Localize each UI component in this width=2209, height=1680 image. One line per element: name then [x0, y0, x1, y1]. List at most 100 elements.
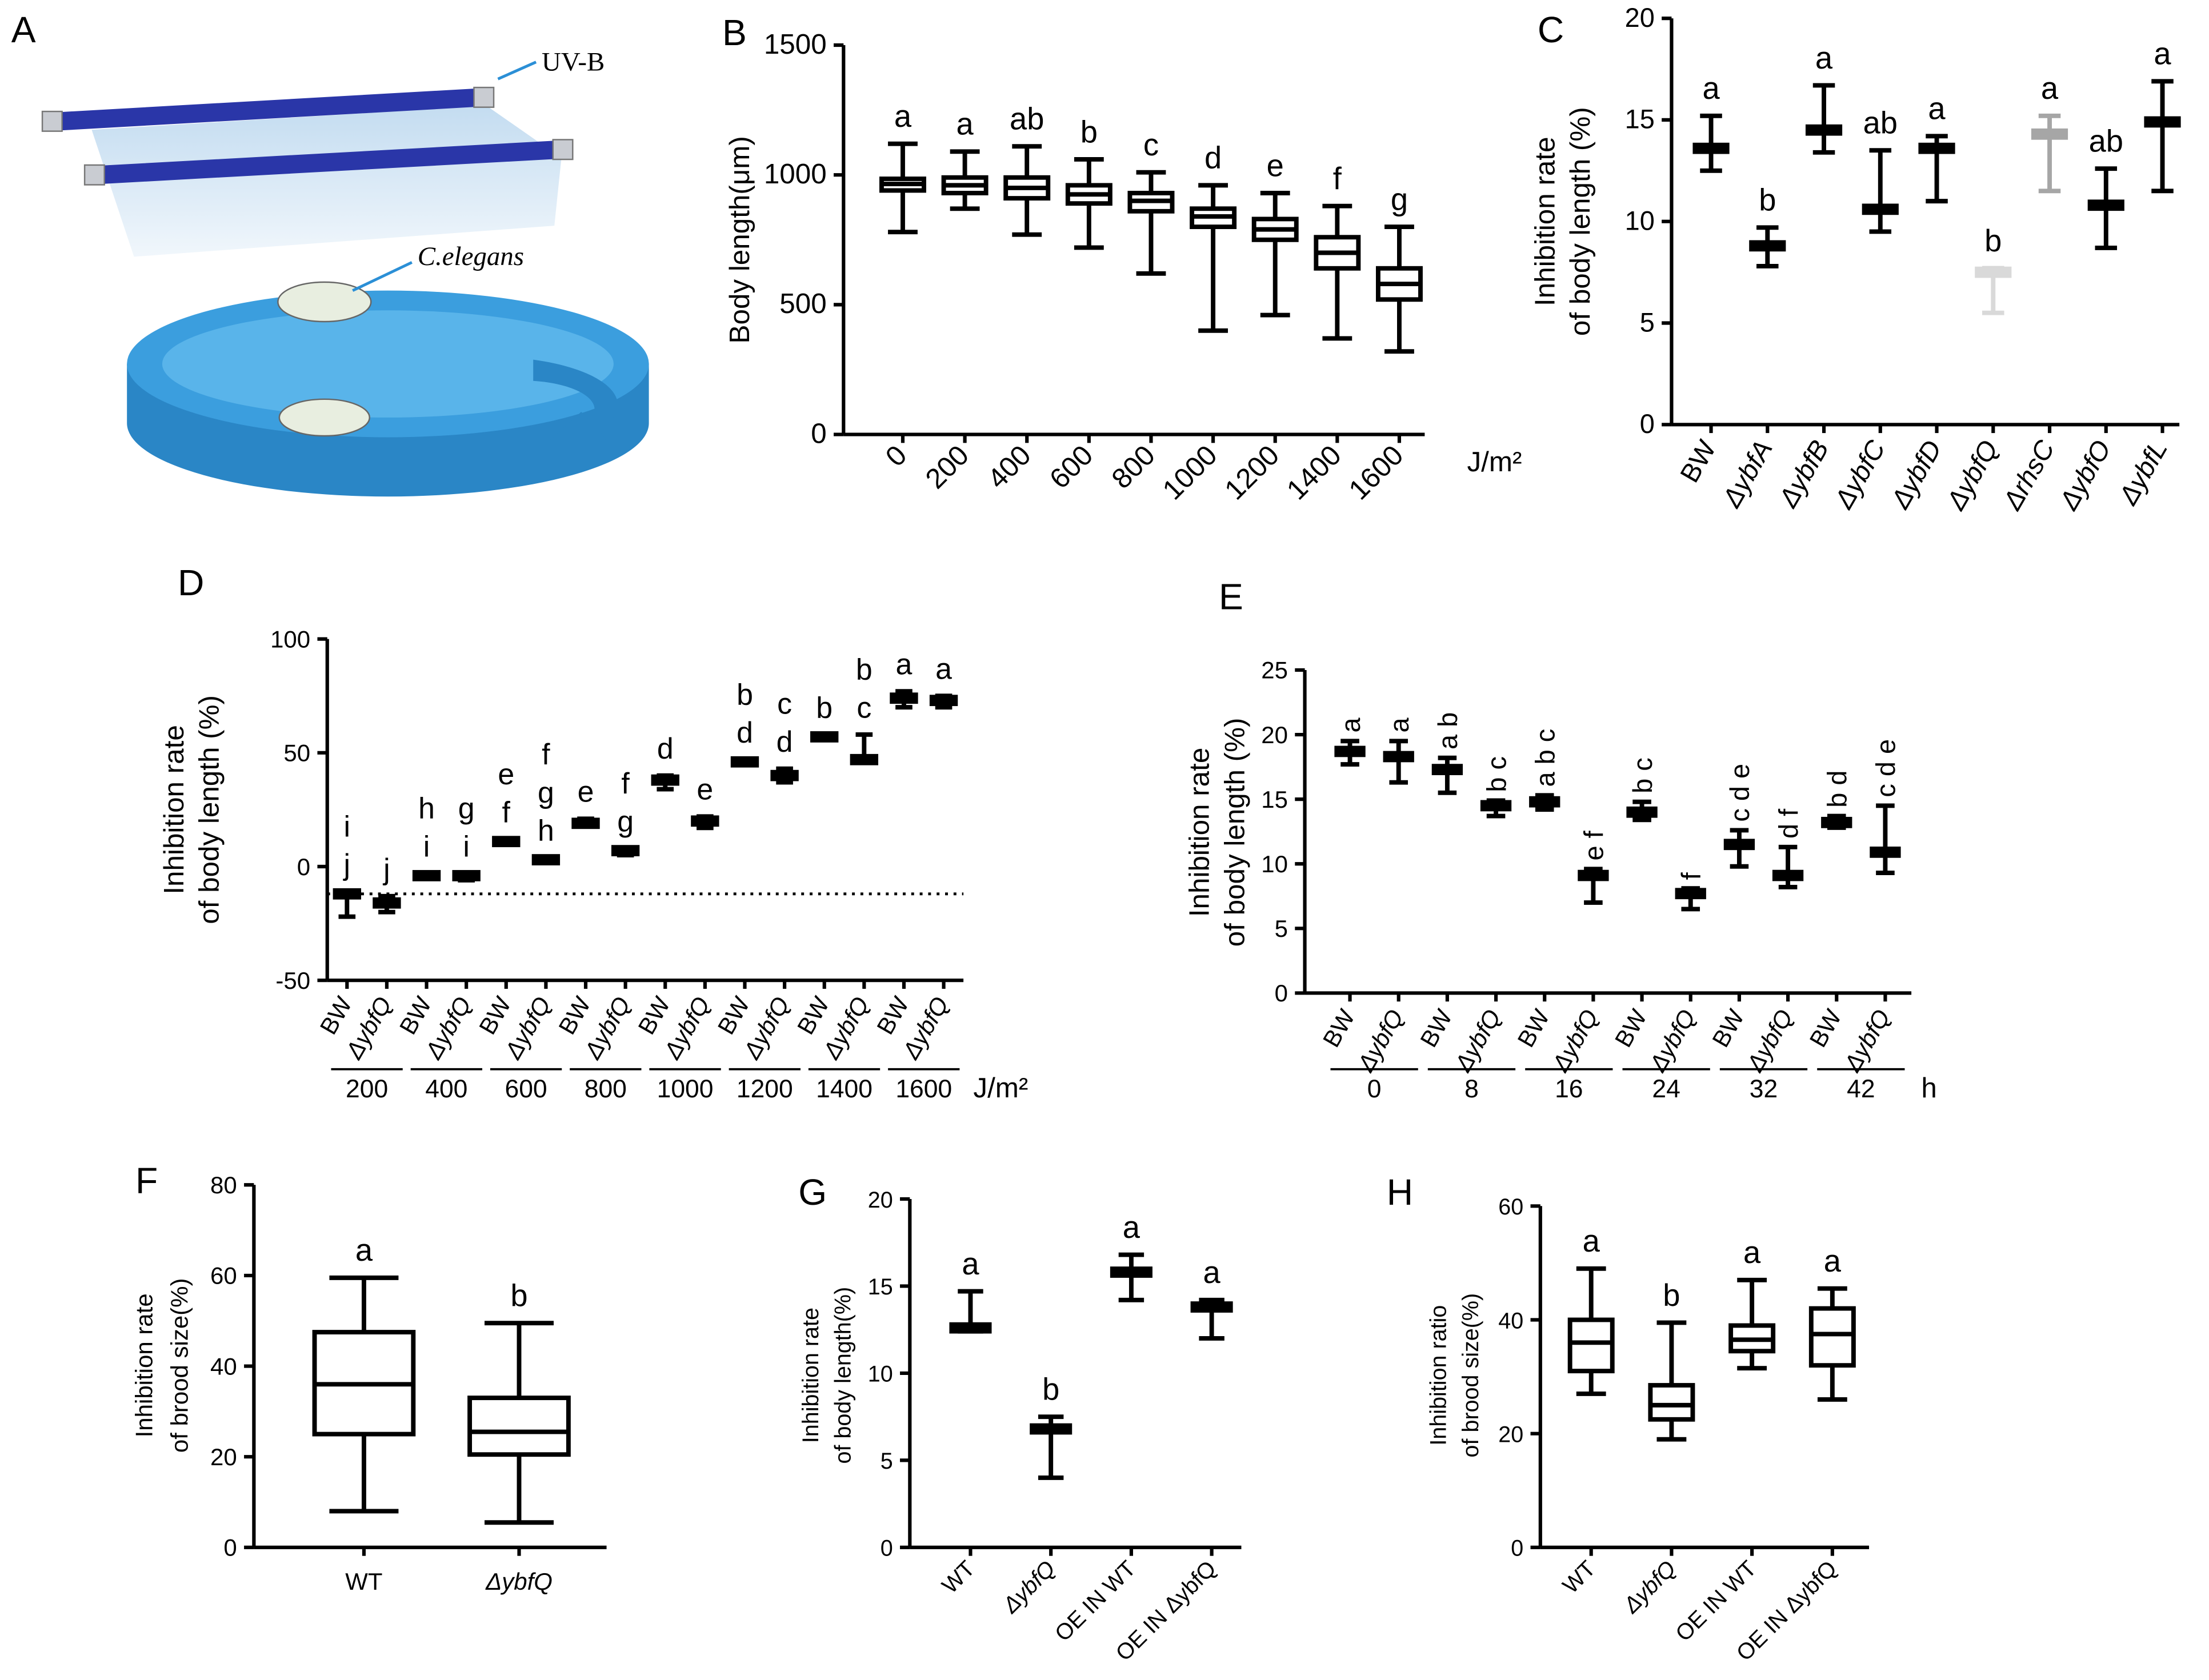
x-tick-label: ΔybfO [2054, 435, 2117, 515]
significance-letter: a [896, 648, 913, 681]
significance-letter: a [1815, 41, 1833, 75]
panel-label: B [722, 12, 747, 53]
significance-letter: j [343, 848, 351, 881]
x-tick-label: BW [1610, 1005, 1652, 1052]
x-tick-label: ΔrhsC [1997, 435, 2060, 515]
significance-letter: e [1267, 148, 1284, 183]
x-tick-label: ΔybfA [1716, 435, 1778, 512]
mean-bar [611, 845, 640, 856]
x-unit: J/m² [973, 1072, 1028, 1104]
group-label: 42 [1847, 1075, 1875, 1103]
significance-letter: d [657, 732, 674, 765]
mean-bar [1190, 1301, 1233, 1313]
x-tick-label: 0 [879, 439, 913, 472]
y-tick-label: 20 [1261, 721, 1288, 748]
y-tick-label: 5 [1640, 307, 1655, 337]
y-tick-label: 100 [270, 626, 310, 652]
significance-letter: f [542, 737, 550, 771]
mean-bar [1334, 745, 1366, 757]
significance-letter: a [894, 99, 912, 134]
significance-letter: c d e [1725, 764, 1755, 822]
significance-letter: a [1702, 71, 1720, 106]
y-tick-label: 15 [1261, 786, 1288, 813]
y-tick-label: 20 [868, 1188, 893, 1213]
mean-bar [1675, 888, 1706, 900]
x-tick-label: ΔybfB [1772, 435, 1834, 512]
group-label: 400 [425, 1075, 467, 1103]
x-tick-label: WT [937, 1556, 980, 1599]
group-label: 800 [585, 1075, 627, 1103]
box [467, 1396, 571, 1457]
y-axis-label: of body length (%) [1219, 718, 1250, 947]
x-tick-label: ΔybfQ [1940, 435, 2004, 515]
significance-letter: b c [1482, 756, 1511, 792]
significance-letter: g [538, 776, 554, 809]
x-tick-label: BW [1674, 435, 1722, 487]
x-tick-label: ΔybfQ [1352, 1005, 1409, 1077]
mean-bar [333, 888, 361, 900]
uv-lamp [50, 88, 492, 131]
x-tick-label: BW [1512, 1005, 1555, 1052]
pointer [352, 261, 413, 292]
mean-bar [1723, 839, 1755, 851]
significance-letter: a [1928, 91, 1946, 126]
x-tick-label: 800 [1106, 439, 1161, 495]
significance-letter: c d e [1871, 739, 1901, 797]
panel-label: D [178, 562, 204, 603]
mean-bar [1692, 142, 1730, 154]
mean-bar [929, 695, 958, 707]
mean-bar [1110, 1266, 1152, 1278]
y-tick-label: 1500 [764, 29, 827, 60]
x-tick-label: BW [1707, 1005, 1750, 1052]
x-tick-label: ΔybfQ [1618, 1556, 1681, 1619]
panel: D -50 0 50 100 Inhibition rate of body length … [158, 562, 1028, 1104]
significance-letter: a [1743, 1235, 1761, 1270]
y-tick-label: -50 [275, 967, 310, 994]
significance-letter: f [502, 796, 511, 829]
y-axis-label: Inhibition rate [1530, 137, 1561, 306]
y-tick-label: 500 [779, 288, 826, 319]
significance-letter: f [621, 767, 630, 800]
mean-bar [1030, 1423, 1073, 1435]
uv-light [91, 106, 562, 257]
x-tick-label: BW [1804, 1005, 1847, 1052]
significance-letter: b [856, 653, 873, 686]
significance-letter: e [498, 757, 514, 791]
y-axis-label: of brood size(%) [166, 1278, 193, 1453]
y-tick-label: 40 [210, 1353, 237, 1380]
significance-letter: i [463, 829, 470, 863]
significance-letter: a [1583, 1224, 1600, 1258]
significance-letter: a [2154, 37, 2171, 71]
mean-bar [1772, 869, 1804, 881]
y-axis-label: Inhibition rate [798, 1308, 823, 1443]
mean-bar [651, 774, 679, 786]
group-label: 8 [1464, 1075, 1479, 1103]
mean-bar [2031, 128, 2068, 140]
y-tick-label: 0 [297, 853, 310, 880]
x-tick-label: 1400 [1280, 439, 1347, 506]
significance-letter: j [382, 852, 390, 885]
group-label: 600 [505, 1075, 547, 1103]
significance-letter: d [777, 725, 793, 758]
lamp-cap [552, 139, 574, 161]
significance-letter: b [510, 1278, 527, 1313]
lamp-cap [473, 86, 495, 108]
x-tick-label: WT [1558, 1556, 1600, 1599]
significance-letter: a [1203, 1255, 1221, 1290]
y-tick-label: 20 [1498, 1422, 1523, 1447]
lamp-cap [83, 164, 105, 186]
mean-bar [2144, 116, 2181, 128]
panel-label: A [11, 9, 36, 50]
significance-letter: a [935, 652, 952, 685]
y-tick-label: 5 [881, 1449, 893, 1474]
y-axis-label: Inhibition ratio [1426, 1305, 1451, 1446]
significance-letter: a [2041, 71, 2059, 106]
y-tick-label: 10 [1625, 206, 1655, 235]
uv-label: UV-B [542, 47, 605, 77]
y-tick-label: 60 [210, 1262, 237, 1289]
significance-letter: a b [1433, 712, 1463, 749]
mean-bar [1480, 800, 1512, 812]
